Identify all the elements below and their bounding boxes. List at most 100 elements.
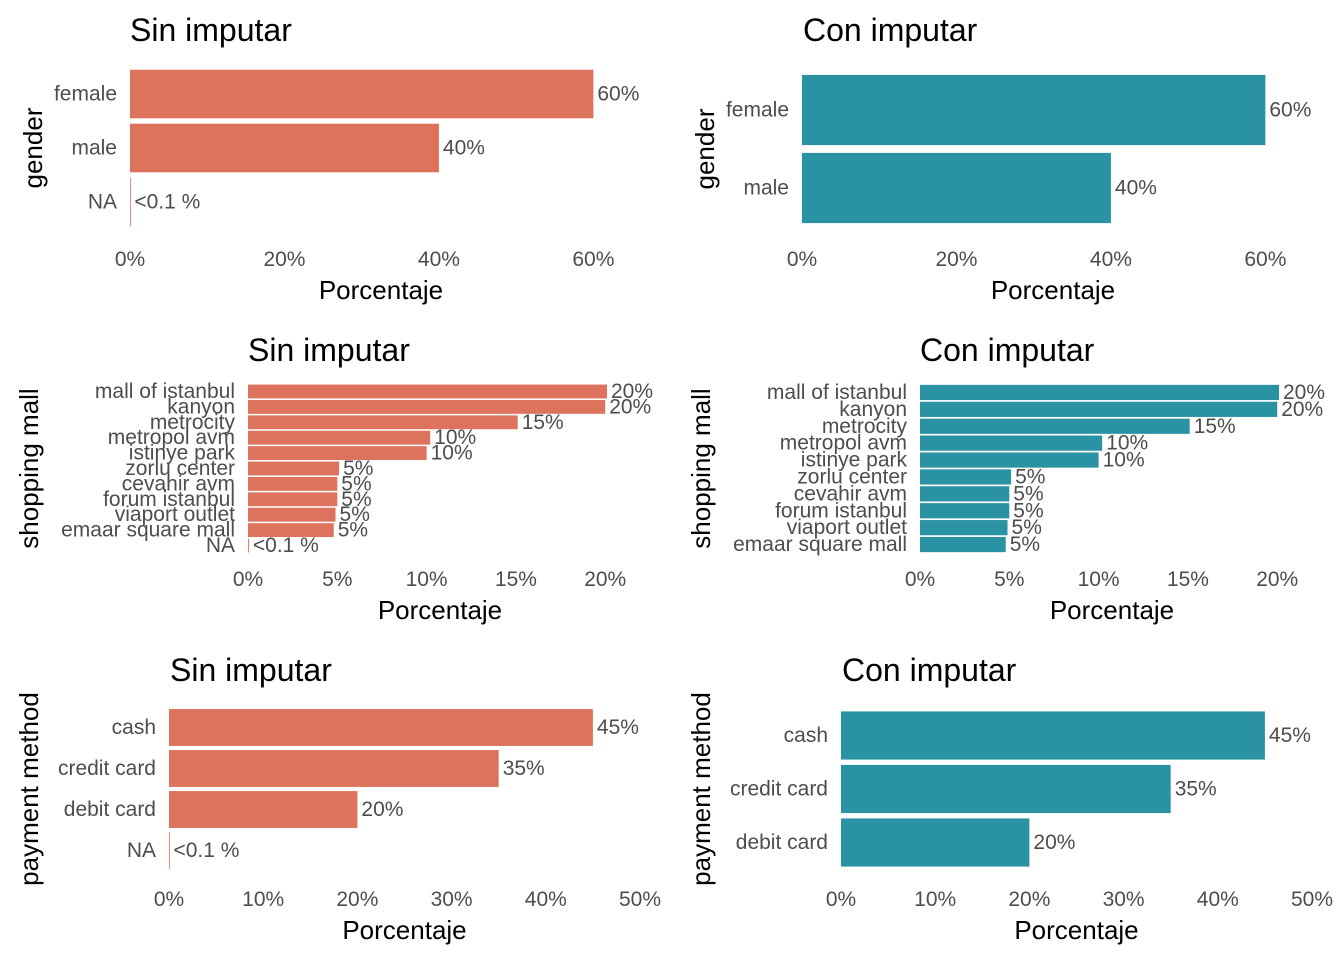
x-tick-label: 60%: [1244, 248, 1286, 271]
bar-istinye-park: [920, 452, 1099, 468]
data-label: 35%: [1175, 778, 1217, 801]
x-tick-label: 50%: [619, 888, 661, 911]
data-label: 20%: [1283, 381, 1325, 404]
x-tick-label: 20%: [263, 248, 305, 271]
category-label: cevahir avm: [122, 472, 235, 495]
category-label: male: [71, 137, 117, 160]
category-label: metrocity: [150, 411, 236, 434]
x-tick-label: 15%: [495, 568, 537, 591]
data-label: 10%: [1106, 432, 1148, 455]
bar-debit-card: [841, 818, 1030, 867]
x-tick-label: 0%: [826, 888, 856, 911]
data-label: 10%: [434, 426, 476, 449]
data-label: 45%: [597, 716, 639, 739]
bar-cash: [841, 711, 1265, 760]
category-label: cash: [112, 716, 156, 739]
data-label: 45%: [1269, 724, 1311, 747]
data-label: 35%: [503, 757, 545, 780]
bar-zorlu-center: [920, 469, 1012, 485]
category-label: debit card: [736, 831, 828, 854]
x-tick-label: 15%: [1167, 568, 1209, 591]
category-label: NA: [206, 534, 235, 557]
category-label: credit card: [730, 778, 828, 801]
x-tick-label: 10%: [406, 568, 448, 591]
bar-zorlu-center: [248, 461, 340, 476]
category-label: male: [743, 177, 789, 200]
x-tick-label: 40%: [1197, 888, 1239, 911]
category-label: emaar square mall: [733, 533, 907, 556]
x-axis-label: Porcentaje: [1050, 595, 1174, 625]
category-label: NA: [88, 191, 117, 214]
x-tick-label: 0%: [905, 568, 935, 591]
data-label: 5%: [340, 503, 370, 526]
y-axis-label: gender: [690, 108, 720, 189]
bar-female: [802, 74, 1266, 146]
y-axis-label: gender: [18, 107, 48, 188]
data-label: <0.1 %: [253, 534, 319, 557]
data-label: 5%: [1013, 482, 1043, 505]
bar-kanyon: [248, 399, 606, 414]
panel-title: Con imputar: [842, 652, 1017, 688]
category-label: female: [726, 99, 789, 122]
x-axis-label: Porcentaje: [319, 275, 443, 305]
x-tick-label: 20%: [1256, 568, 1298, 591]
panel-title: Con imputar: [803, 12, 978, 48]
x-tick-label: 10%: [242, 888, 284, 911]
data-label: 15%: [522, 411, 564, 434]
x-tick-label: 0%: [154, 888, 184, 911]
data-label: 60%: [1269, 99, 1311, 122]
bar-viaport-outlet: [248, 507, 336, 522]
data-label: 5%: [341, 472, 371, 495]
category-label: debit card: [64, 798, 156, 821]
x-axis-label: Porcentaje: [991, 275, 1115, 305]
category-label: cash: [784, 724, 828, 747]
data-label: <0.1 %: [173, 839, 239, 862]
bar-metropol-avm: [248, 430, 431, 445]
data-label: 5%: [341, 488, 371, 511]
category-label: istinye park: [801, 449, 908, 472]
panel-3: Sin imputar shopping mall mall of istanbul…: [14, 332, 653, 625]
data-label: 20%: [611, 380, 653, 403]
x-tick-label: 0%: [787, 248, 817, 271]
data-label: 10%: [1103, 449, 1145, 472]
bar-mall-of-istanbul: [248, 384, 607, 399]
category-label: NA: [127, 839, 156, 862]
category-label: zorlu center: [125, 457, 235, 480]
category-label: credit card: [58, 757, 156, 780]
data-label: 10%: [431, 442, 473, 465]
x-axis-label: Porcentaje: [1014, 915, 1138, 945]
x-tick-label: 5%: [322, 568, 352, 591]
bar-cevahir-avm: [920, 486, 1010, 502]
data-label: 20%: [1033, 831, 1075, 854]
data-label: 20%: [361, 798, 403, 821]
bar-cevahir-avm: [248, 476, 338, 491]
bar-mall-of-istanbul: [920, 384, 1279, 401]
x-tick-label: 20%: [1008, 888, 1050, 911]
bar-credit-card: [169, 750, 499, 787]
bar-metrocity: [248, 415, 518, 430]
data-label: 5%: [1010, 533, 1040, 556]
category-label: mall of istanbul: [767, 381, 907, 404]
x-tick-label: 0%: [233, 568, 263, 591]
x-tick-label: 10%: [914, 888, 956, 911]
data-label: 20%: [1281, 398, 1323, 421]
category-label: metropol avm: [108, 426, 235, 449]
category-label: kanyon: [839, 398, 907, 421]
bar-na: [169, 832, 170, 869]
bar-na: [130, 177, 131, 227]
panel-title: Sin imputar: [170, 652, 332, 688]
x-tick-label: 5%: [994, 568, 1024, 591]
bar-viaport-outlet: [920, 520, 1008, 536]
data-label: 40%: [443, 137, 485, 160]
bar-cash: [169, 709, 593, 746]
bar-female: [130, 69, 594, 119]
category-label: viaport outlet: [115, 503, 235, 526]
bar-na: [248, 538, 249, 553]
x-tick-label: 0%: [115, 248, 145, 271]
data-label: 5%: [343, 457, 373, 480]
x-axis-label: Porcentaje: [342, 915, 466, 945]
y-axis-label: shopping mall: [686, 388, 716, 548]
panel-1: Sin imputar gender female 60% male 40% NA <0.1 …: [18, 12, 639, 305]
category-label: metrocity: [822, 415, 908, 438]
